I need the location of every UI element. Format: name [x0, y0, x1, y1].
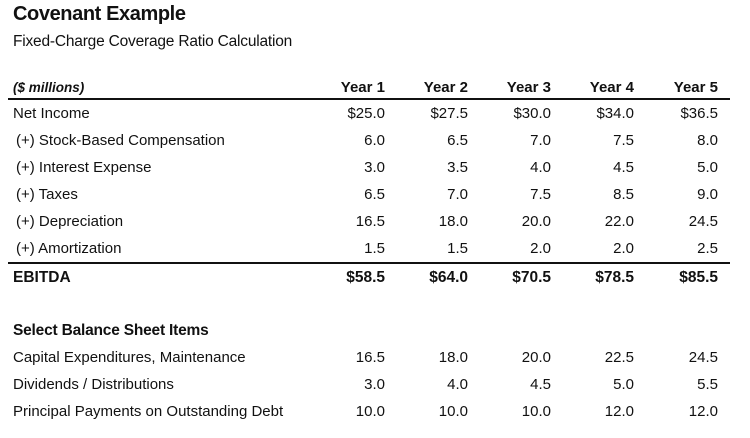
table-row-principal-payments: Principal Payments on Outstanding Debt 1…	[8, 398, 730, 425]
row-label: Net Income	[13, 105, 90, 122]
table-row-dividends: Dividends / Distributions 3.0 4.0 4.5 5.…	[8, 371, 730, 398]
page-title: Covenant Example	[13, 3, 186, 25]
cell: 10.0	[521, 403, 551, 420]
cell: 5.0	[697, 159, 718, 176]
cell: 5.0	[613, 376, 634, 393]
cell: 22.5	[604, 349, 634, 366]
column-header-year-3: Year 3	[506, 78, 551, 96]
cell: 7.0	[530, 132, 551, 149]
row-label: Principal Payments on Outstanding Debt	[13, 403, 284, 420]
column-header-year-5: Year 5	[673, 78, 718, 96]
table-header-row: ($ millions) Year 1 Year 2 Year 3 Year 4…	[8, 76, 730, 100]
cell: 8.0	[697, 132, 718, 149]
row-label: EBITDA	[13, 268, 71, 286]
cell: $27.5	[430, 105, 468, 122]
table-row-amortization: (+) Amortization 1.5 1.5 2.0 2.0 2.5	[8, 235, 730, 264]
cell: 8.5	[613, 186, 634, 203]
table-row-taxes: (+) Taxes 6.5 7.0 7.5 8.5 9.0	[8, 181, 730, 208]
section-title: Select Balance Sheet Items	[13, 321, 209, 339]
cell: 1.5	[447, 240, 468, 257]
table-row-interest-expense: (+) Interest Expense 3.0 3.5 4.0 4.5 5.0	[8, 154, 730, 181]
cell: $36.5	[680, 105, 718, 122]
unit-label: ($ millions)	[13, 79, 85, 95]
cell: 16.5	[355, 213, 385, 230]
row-label: (+) Depreciation	[16, 213, 124, 230]
cell: 7.5	[530, 186, 551, 203]
cell: 20.0	[521, 349, 551, 366]
cell: 4.0	[447, 376, 468, 393]
cell: 12.0	[604, 403, 634, 420]
cell: 6.5	[447, 132, 468, 149]
row-label: (+) Amortization	[16, 240, 122, 257]
balance-sheet-section-title: Select Balance Sheet Items	[8, 317, 730, 344]
cell: $34.0	[596, 105, 634, 122]
cell: 7.0	[447, 186, 468, 203]
table-row-stock-based-compensation: (+) Stock-Based Compensation 6.0 6.5 7.0…	[8, 127, 730, 154]
table-row-depreciation: (+) Depreciation 16.5 18.0 20.0 22.0 24.…	[8, 208, 730, 235]
column-header-year-2: Year 2	[423, 78, 468, 96]
cell: 12.0	[688, 403, 718, 420]
column-header-year-1: Year 1	[340, 78, 385, 96]
fccr-table: ($ millions) Year 1 Year 2 Year 3 Year 4…	[8, 76, 730, 425]
table-row-capex-maintenance: Capital Expenditures, Maintenance 16.5 1…	[8, 344, 730, 371]
cell: $78.5	[595, 268, 634, 286]
page-subtitle: Fixed-Charge Coverage Ratio Calculation	[13, 33, 293, 50]
cell: 4.5	[530, 376, 551, 393]
cell: 3.5	[447, 159, 468, 176]
cell: 3.0	[364, 376, 385, 393]
cell: 1.5	[364, 240, 385, 257]
cell: 2.0	[530, 240, 551, 257]
row-label: (+) Interest Expense	[16, 159, 152, 176]
cell: 4.0	[530, 159, 551, 176]
cell: $64.0	[429, 268, 468, 286]
cell: 9.0	[697, 186, 718, 203]
cell: 18.0	[438, 349, 468, 366]
cell: 16.5	[355, 349, 385, 366]
cell: 5.5	[697, 376, 718, 393]
cell: 2.5	[697, 240, 718, 257]
cell: $58.5	[346, 268, 385, 286]
row-label: Dividends / Distributions	[13, 376, 174, 393]
table-row-ebitda-total: EBITDA $58.5 $64.0 $70.5 $78.5 $85.5	[8, 264, 730, 291]
row-label: Capital Expenditures, Maintenance	[13, 349, 246, 366]
cell: 22.0	[604, 213, 634, 230]
cell: 6.5	[364, 186, 385, 203]
table-row-net-income: Net Income $25.0 $27.5 $30.0 $34.0 $36.5	[8, 100, 730, 127]
spacer	[8, 291, 730, 317]
cell: 18.0	[438, 213, 468, 230]
cell: 4.5	[613, 159, 634, 176]
cell: 7.5	[613, 132, 634, 149]
cell: 24.5	[688, 349, 718, 366]
cell: 20.0	[521, 213, 551, 230]
cell: 2.0	[613, 240, 634, 257]
column-header-year-4: Year 4	[589, 78, 634, 96]
cell: 10.0	[438, 403, 468, 420]
cell: 3.0	[364, 159, 385, 176]
cell: 24.5	[688, 213, 718, 230]
row-label: (+) Taxes	[16, 186, 78, 203]
cell: $70.5	[512, 268, 551, 286]
cell: 6.0	[364, 132, 385, 149]
cell: 10.0	[355, 403, 385, 420]
cell: $25.0	[347, 105, 385, 122]
cell: $30.0	[513, 105, 551, 122]
cell: $85.5	[679, 268, 718, 286]
row-label: (+) Stock-Based Compensation	[16, 132, 225, 149]
